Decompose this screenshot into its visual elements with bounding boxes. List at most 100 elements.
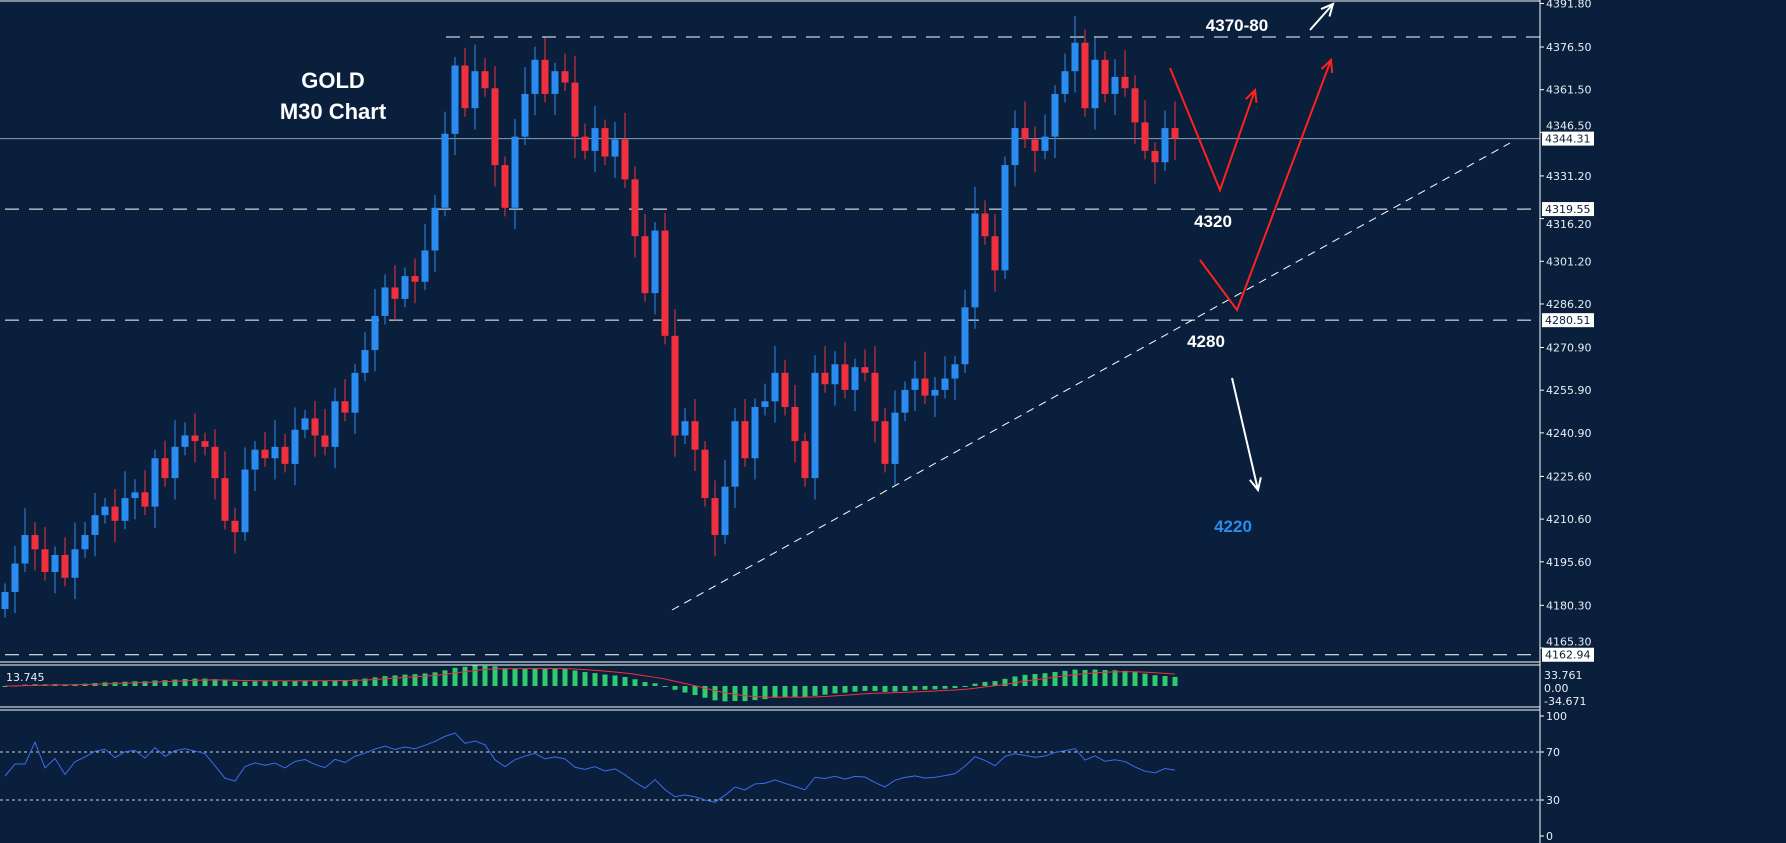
red-arrow-v1-head xyxy=(1245,87,1258,104)
drawings xyxy=(671,2,1511,611)
bull-candle xyxy=(651,230,659,294)
bear-candle xyxy=(1131,88,1139,123)
bull-candle xyxy=(751,406,759,459)
bear-candle xyxy=(321,435,329,447)
macd-bar xyxy=(142,681,148,686)
macd-bar xyxy=(862,686,868,691)
bear-candle xyxy=(221,478,229,521)
y-tick-label: 4361.50 xyxy=(1546,84,1592,97)
white-arrow-up xyxy=(1309,3,1334,31)
price-label: 4280.51 xyxy=(1545,314,1591,327)
macd-bar xyxy=(242,681,248,686)
bull-candle xyxy=(721,486,729,536)
bull-candle xyxy=(811,372,819,479)
macd-bar xyxy=(832,686,838,694)
macd-bar xyxy=(582,672,588,686)
bear-candle xyxy=(161,458,169,479)
bear-candle xyxy=(141,492,149,507)
macd-bar xyxy=(272,681,278,686)
bear-candle xyxy=(261,449,269,459)
macd-bar xyxy=(482,665,488,686)
macd-bar xyxy=(822,686,828,695)
bull-candle xyxy=(101,506,109,516)
bull-candle xyxy=(1,591,9,610)
annotation-4220: 4220 xyxy=(1214,517,1252,536)
bear-candle xyxy=(571,82,579,137)
macd-bar xyxy=(902,686,908,691)
bull-candle xyxy=(511,136,519,208)
macd-bar xyxy=(222,680,228,686)
macd-bar xyxy=(682,686,688,693)
bull-candle xyxy=(931,389,939,396)
bull-candle xyxy=(1071,42,1079,72)
y-tick-label: 4391.80 xyxy=(1546,0,1592,10)
macd-bar xyxy=(292,680,298,686)
bull-candle xyxy=(271,446,279,459)
bull-candle xyxy=(941,378,949,390)
macd-bar xyxy=(262,681,268,686)
macd-bar xyxy=(662,686,668,687)
macd-bar xyxy=(882,686,888,692)
macd-bar xyxy=(1082,669,1088,686)
bear-candle xyxy=(601,128,609,157)
macd-bar xyxy=(712,686,718,701)
macd-bar xyxy=(452,667,458,686)
bull-candle xyxy=(401,276,409,299)
macd-bar xyxy=(422,673,428,686)
bear-candle xyxy=(41,549,49,573)
macd-value-label: 13.745 xyxy=(6,671,45,684)
bull-candle xyxy=(681,421,689,436)
bull-candle xyxy=(331,401,339,447)
macd-bar xyxy=(782,686,788,698)
bear-candle xyxy=(191,435,199,442)
macd-bar xyxy=(962,686,968,687)
price-label-box xyxy=(1542,202,1594,217)
white-arrow-down xyxy=(1231,377,1259,491)
bear-candle xyxy=(211,446,219,479)
macd-bar xyxy=(922,686,928,690)
macd-signal-line xyxy=(4,667,1176,698)
bull-candle xyxy=(1161,128,1169,163)
macd-bar xyxy=(402,674,408,686)
macd-tick-label: -34.671 xyxy=(1544,695,1586,708)
macd-bar xyxy=(112,682,118,686)
macd-bar xyxy=(302,680,308,686)
rsi-tick-label: 0 xyxy=(1546,830,1553,843)
bear-candle xyxy=(201,441,209,447)
bull-candle xyxy=(51,554,59,573)
bull-candle xyxy=(131,492,139,499)
macd-bar xyxy=(282,681,288,686)
macd-bar xyxy=(1002,678,1008,686)
bear-candle xyxy=(991,236,999,271)
macd-bar xyxy=(492,666,498,686)
macd-bar xyxy=(622,677,628,686)
bull-candle xyxy=(971,213,979,308)
bull-candle xyxy=(361,350,369,373)
macd-bar xyxy=(552,668,558,686)
bear-candle xyxy=(741,421,749,459)
macd-bar xyxy=(892,686,898,692)
macd-bar xyxy=(612,675,618,686)
macd-bar xyxy=(412,674,418,686)
macd-bar xyxy=(332,680,338,686)
macd-bar xyxy=(762,686,768,700)
macd-bar xyxy=(252,681,258,686)
rsi-tick-label: 100 xyxy=(1546,710,1567,723)
bull-candle xyxy=(421,250,429,282)
bull-candle xyxy=(951,364,959,379)
macd-bar xyxy=(2,686,8,687)
y-tick-label: 4301.20 xyxy=(1546,255,1592,268)
annotation-4370-80: 4370-80 xyxy=(1206,16,1268,35)
bear-candle xyxy=(661,230,669,336)
macd-bar xyxy=(212,679,218,686)
y-tick-label: 4210.60 xyxy=(1546,513,1592,526)
macd-bar xyxy=(982,681,988,686)
macd-bar xyxy=(722,686,728,702)
bear-candle xyxy=(671,335,679,436)
macd-bar xyxy=(152,680,158,686)
price-label: 4319.55 xyxy=(1545,203,1591,216)
y-tick-label: 4180.30 xyxy=(1546,599,1592,612)
macd-bar xyxy=(342,680,348,686)
rsi-tick-label: 70 xyxy=(1546,746,1560,759)
